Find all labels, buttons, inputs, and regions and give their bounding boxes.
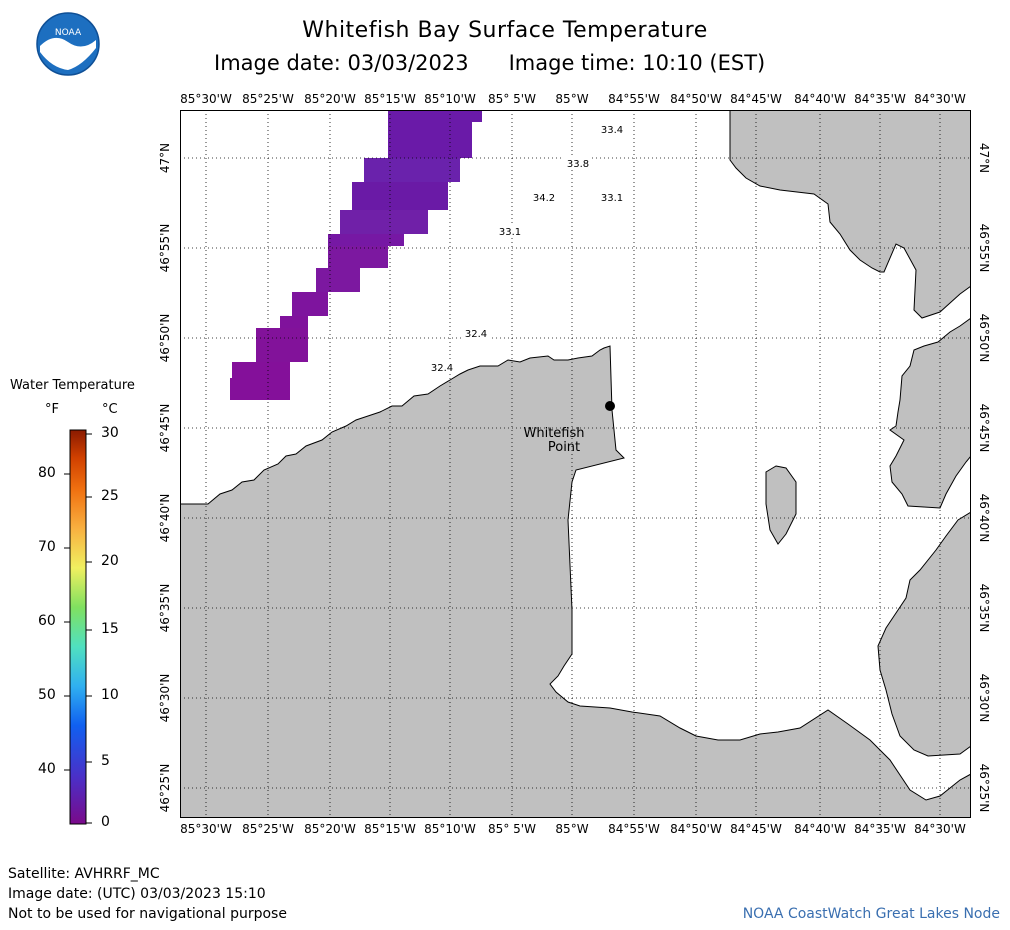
latitude-tick-label: 47°N — [158, 142, 172, 174]
longitude-tick-label: 85°25'W — [242, 92, 294, 106]
fahrenheit-tick-label: 80 — [38, 465, 56, 481]
svg-text:33.4: 33.4 — [601, 125, 623, 136]
svg-text:33.1: 33.1 — [601, 193, 623, 204]
credit: NOAA CoastWatch Great Lakes Node — [742, 906, 1000, 922]
celsius-tick-label: 0 — [101, 814, 110, 830]
legend-title: Water Temperature — [10, 378, 135, 393]
legend-unit-fahrenheit: °F — [45, 402, 59, 417]
longitude-tick-label: 84°50'W — [670, 822, 722, 836]
latitude-tick-label: 46°40'N — [977, 493, 991, 543]
svg-text:32.4: 32.4 — [431, 363, 453, 374]
temperature-label: 33.1 — [496, 225, 524, 238]
place-label-line2: Point — [548, 440, 580, 455]
temperature-label: 32.4 — [462, 327, 490, 340]
land-east-upper — [729, 110, 971, 319]
color-bar — [69, 429, 87, 825]
longitude-tick-label: 84°40'W — [794, 822, 846, 836]
longitude-tick-label: 85°25'W — [242, 822, 294, 836]
longitude-tick-label: 85°15'W — [364, 92, 416, 106]
latitude-tick-label: 46°25'N — [977, 763, 991, 813]
latitude-tick-label: 46°45'N — [977, 403, 991, 453]
land-east-lower — [877, 511, 971, 757]
legend-unit-celsius: °C — [102, 402, 118, 417]
latitude-tick-label: 46°30'N — [977, 673, 991, 723]
longitude-tick-label: 85°20'W — [304, 92, 356, 106]
longitude-tick-label: 84°45'W — [730, 822, 782, 836]
fahrenheit-tick-label: 50 — [38, 687, 56, 703]
latitude-tick-label: 47°N — [977, 142, 991, 174]
svg-text:33.1: 33.1 — [499, 227, 521, 238]
temperature-label: 33.1 — [598, 191, 626, 204]
whitefish-point-marker — [605, 401, 615, 411]
longitude-tick-label: 85°10'W — [424, 822, 476, 836]
longitude-tick-label: 85°15'W — [364, 822, 416, 836]
longitude-tick-label: 85°20'W — [304, 822, 356, 836]
temperature-labels: 33.4 33.8 34.2 33.1 33.1 32.4 32.4 — [428, 123, 626, 374]
longitude-tick-label: 84°45'W — [730, 92, 782, 106]
longitude-tick-label: 85°W — [555, 92, 589, 106]
latitude-tick-label: 46°30'N — [158, 673, 172, 723]
longitude-tick-label: 84°30'W — [914, 92, 966, 106]
image-date: Image date: 03/03/2023 — [214, 51, 469, 75]
longitude-tick-label: 85° 5'W — [488, 822, 536, 836]
disclaimer: Not to be used for navigational purpose — [8, 906, 287, 922]
longitude-tick-label: 85°30'W — [180, 92, 232, 106]
celsius-tick-label: 30 — [101, 425, 119, 441]
latitude-tick-label: 46°50'N — [158, 313, 172, 363]
latitude-tick-label: 46°50'N — [977, 313, 991, 363]
latitude-tick-label: 46°35'N — [158, 583, 172, 633]
utc-date: Image date: (UTC) 03/03/2023 15:10 — [8, 886, 266, 902]
color-scale — [64, 429, 92, 825]
fahrenheit-tick-label: 40 — [38, 761, 56, 777]
svg-text:33.8: 33.8 — [567, 159, 589, 170]
longitude-tick-label: 85°W — [555, 822, 589, 836]
logo-text: NOAA — [55, 28, 82, 38]
noaa-logo: NOAA — [36, 12, 100, 76]
page-title: Whitefish Bay Surface Temperature — [302, 18, 708, 43]
land-east-middle — [889, 317, 971, 509]
place-label-line1: Whitefish — [523, 426, 584, 441]
svg-text:32.4: 32.4 — [465, 329, 487, 340]
temperature-map: 33.4 33.8 34.2 33.1 33.1 32.4 32.4 Whitefish P… — [180, 110, 971, 818]
longitude-tick-label: 85° 5'W — [488, 92, 536, 106]
temperature-label: 33.4 — [598, 123, 626, 136]
temperature-label: 32.4 — [428, 361, 456, 374]
celsius-tick-label: 10 — [101, 687, 119, 703]
celsius-tick-label: 25 — [101, 488, 119, 504]
longitude-tick-label: 84°35'W — [854, 822, 906, 836]
land-south-shore — [180, 345, 971, 818]
longitude-tick-label: 85°30'W — [180, 822, 232, 836]
longitude-tick-label: 84°40'W — [794, 92, 846, 106]
svg-text:34.2: 34.2 — [533, 193, 555, 204]
image-time: Image time: 10:10 (EST) — [508, 51, 766, 75]
longitude-tick-label: 84°55'W — [608, 822, 660, 836]
latitude-tick-label: 46°45'N — [158, 403, 172, 453]
latitude-tick-label: 46°55'N — [977, 223, 991, 273]
celsius-tick-label: 20 — [101, 553, 119, 569]
temperature-label: 33.8 — [564, 157, 592, 170]
longitude-tick-label: 84°55'W — [608, 92, 660, 106]
latitude-tick-label: 46°35'N — [977, 583, 991, 633]
fahrenheit-tick-label: 70 — [38, 539, 56, 555]
longitude-tick-label: 84°50'W — [670, 92, 722, 106]
latitude-tick-label: 46°55'N — [158, 223, 172, 273]
longitude-tick-label: 85°10'W — [424, 92, 476, 106]
satellite-info: Satellite: AVHRRF_MC — [8, 866, 160, 882]
map-border — [180, 110, 971, 818]
celsius-tick-label: 15 — [101, 621, 119, 637]
latitude-tick-label: 46°40'N — [158, 493, 172, 543]
land-island — [765, 465, 797, 545]
temperature-label: 34.2 — [530, 191, 558, 204]
longitude-tick-label: 84°30'W — [914, 822, 966, 836]
celsius-tick-label: 5 — [101, 753, 110, 769]
sst-data-region — [230, 110, 482, 400]
latitude-tick-label: 46°25'N — [158, 763, 172, 813]
longitude-tick-label: 84°35'W — [854, 92, 906, 106]
image-datetime: Image date: 03/03/2023 Image time: 10:10 … — [214, 51, 765, 75]
fahrenheit-tick-label: 60 — [38, 613, 56, 629]
